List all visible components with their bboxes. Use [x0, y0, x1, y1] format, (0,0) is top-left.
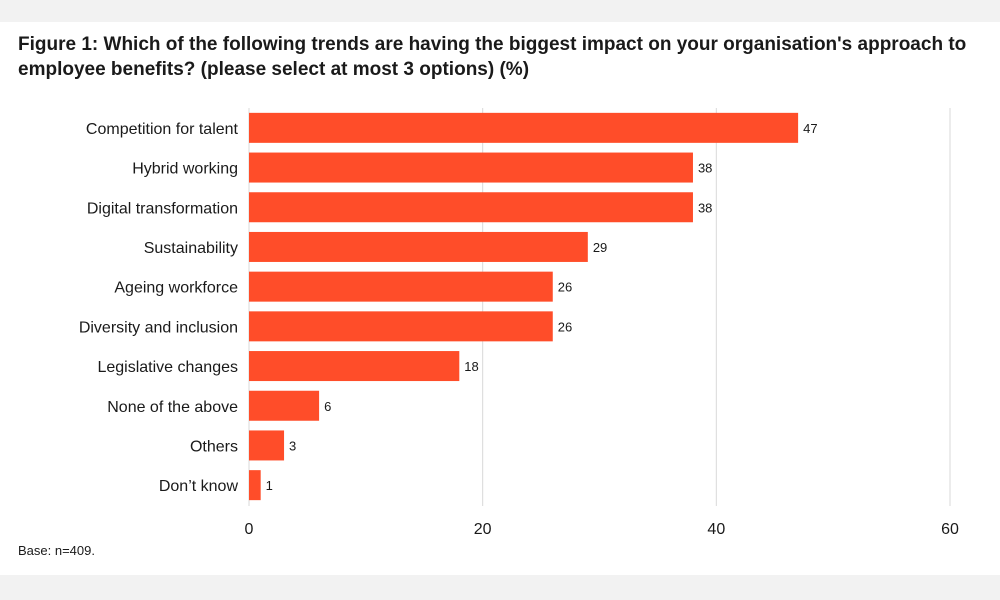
value-label: 29	[593, 240, 607, 255]
base-footnote: Base: n=409.	[18, 543, 95, 558]
bar	[249, 112, 799, 143]
category-label: Legislative changes	[97, 359, 238, 376]
category-label: Diversity and inclusion	[79, 319, 238, 336]
value-label: 18	[464, 359, 478, 374]
category-labels: Competition for talent Hybrid working Digi…	[79, 121, 239, 495]
x-axis-ticks: 0 20 40 60	[245, 521, 959, 538]
bar	[249, 152, 693, 183]
bar-chart: Competition for talent Hybrid working Digi…	[79, 108, 959, 538]
value-label: 26	[558, 280, 572, 295]
value-label: 1	[266, 478, 273, 493]
value-label: 6	[324, 399, 331, 414]
value-label: 38	[698, 161, 712, 176]
x-tick-label: 0	[245, 521, 254, 538]
value-label: 47	[803, 121, 817, 136]
x-tick-label: 60	[941, 521, 959, 538]
bars	[249, 112, 799, 501]
chart-title: Figure 1: Which of the following trends …	[18, 34, 967, 80]
x-tick-label: 20	[474, 521, 492, 538]
chart-card: Figure 1: Which of the following trends …	[0, 22, 1000, 575]
bar	[249, 430, 285, 461]
category-label: Ageing workforce	[114, 280, 238, 297]
category-label: Competition for talent	[86, 121, 239, 138]
value-label: 26	[558, 319, 572, 334]
category-label: Digital transformation	[87, 200, 238, 217]
category-label: Others	[190, 438, 238, 455]
category-label: Sustainability	[144, 240, 238, 257]
value-label: 3	[289, 438, 296, 453]
x-tick-label: 40	[707, 521, 725, 538]
bar	[249, 192, 693, 223]
category-label: Don’t know	[159, 478, 239, 495]
value-label: 38	[698, 200, 712, 215]
category-label: None of the above	[107, 399, 238, 416]
value-labels: 47 38 38 29 26 26 18 6 3 1	[266, 121, 818, 493]
bar	[249, 311, 553, 342]
category-label: Hybrid working	[132, 161, 238, 178]
bar	[249, 351, 460, 382]
bar	[249, 390, 320, 421]
bar	[249, 231, 588, 262]
bar	[249, 271, 553, 302]
bar	[249, 470, 261, 501]
